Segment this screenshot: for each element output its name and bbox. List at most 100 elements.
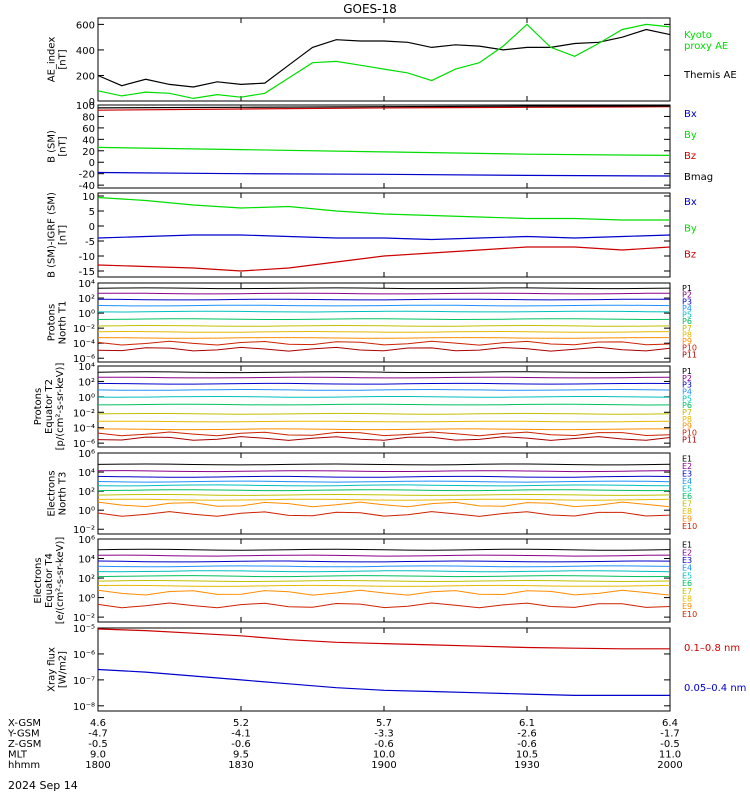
legend-label: E8 — [682, 595, 692, 604]
y-axis-label: North T1 — [58, 301, 69, 345]
channel-line — [97, 304, 671, 307]
y-axis-label: Protons — [47, 304, 58, 341]
electrons-equator-panel: 10⁻² 10⁰ 10² 10⁴ 10⁶ Electrons Equator T4 [e/(c… — [33, 535, 697, 624]
y-tick-label: 10⁴ — [78, 555, 95, 566]
y-axis-label: Xray flux — [47, 647, 58, 692]
channel-line — [97, 493, 671, 496]
y-tick-label: 5 — [89, 207, 95, 218]
footer-value: -4.1 — [231, 729, 251, 740]
legend-label: P9 — [682, 422, 692, 431]
channel-line — [97, 431, 671, 437]
legend-label: P10 — [682, 428, 697, 437]
channel-line — [97, 554, 671, 557]
legend-label: Bmag — [684, 172, 713, 183]
legend-label: P3 — [682, 381, 692, 390]
channel-line — [97, 420, 671, 423]
footer-value: 9.0 — [90, 750, 106, 761]
y-axis-label: [nT] — [58, 49, 69, 69]
legend-label: P1 — [682, 367, 692, 376]
channel-line — [97, 412, 671, 415]
y-tick-label: 10⁻⁶ — [73, 439, 95, 450]
channel-line — [97, 318, 671, 321]
footer-row-label: MLT — [8, 750, 28, 761]
y-tick-label: 10⁴ — [78, 362, 95, 373]
footer-value: -2.6 — [517, 729, 537, 740]
legend-label: P11 — [682, 435, 697, 444]
footer-value: 6.1 — [519, 718, 535, 729]
y-tick-label: -20 — [79, 170, 95, 181]
legend-label: E9 — [682, 602, 692, 611]
legend-label: E4 — [682, 564, 692, 573]
plot-title: GOES-18 — [343, 2, 397, 16]
footer-value: -0.5 — [660, 739, 680, 750]
channel-line — [97, 324, 671, 327]
legend-label: P8 — [682, 330, 692, 339]
y-tick-label: 100 — [76, 101, 95, 112]
legend-label: Bx — [684, 197, 697, 208]
channel-line — [98, 292, 671, 295]
y-axis-label: AE_index — [47, 37, 58, 83]
legend-label: E1 — [682, 455, 692, 464]
y-axis-label: Electrons — [47, 470, 58, 516]
legend-label: E2 — [682, 462, 692, 471]
footer-value: 2000 — [657, 760, 682, 771]
channel-line — [97, 589, 671, 596]
y-tick-label: 10² — [78, 377, 95, 388]
y-tick-label: 10⁶ — [78, 535, 95, 546]
legend-label: P6 — [682, 401, 692, 410]
y-axis-label: [e/(cm²-s-sr-keV)] — [55, 537, 66, 625]
legend-label: E7 — [682, 500, 692, 509]
y-tick-label: 10⁻⁶ — [73, 354, 95, 365]
channel-line — [97, 570, 671, 573]
ae-panel: 0 200 400 600 AE_index [nT] Themis AE Kyotoprox… — [47, 17, 737, 108]
legend-label: E3 — [682, 470, 692, 479]
legend-label: E5 — [682, 571, 692, 580]
series-line — [97, 246, 671, 272]
series-line — [97, 106, 671, 111]
legend-label: P5 — [682, 394, 692, 403]
y-tick-label: 10⁰ — [78, 309, 95, 320]
series-line — [97, 234, 671, 241]
y-axis-label: [nT] — [58, 225, 69, 245]
footer-value: 6.4 — [662, 718, 678, 729]
footer-value: 5.2 — [233, 718, 249, 729]
y-axis-label: [p/(cm²-s-sr-keV)] — [55, 363, 66, 451]
legend-label: E6 — [682, 492, 692, 501]
y-tick-label: 10⁻² — [73, 525, 95, 536]
legend-label: P4 — [682, 304, 692, 313]
y-tick-label: 10 — [82, 192, 95, 203]
channel-line — [97, 602, 671, 609]
channel-line — [97, 548, 671, 551]
y-tick-label: 10⁻² — [73, 324, 95, 335]
footer-value: -1.7 — [660, 729, 680, 740]
legend-label: P2 — [682, 291, 692, 300]
y-tick-label: -5 — [85, 237, 95, 248]
legend-label: Bz — [684, 151, 696, 162]
legend-label: E4 — [682, 477, 692, 486]
y-axis-label: B (SM) — [47, 130, 58, 163]
channel-line — [97, 579, 671, 583]
channel-line — [97, 340, 671, 346]
y-tick-label: 10⁻² — [73, 408, 95, 419]
legend-label: P6 — [682, 317, 692, 326]
channel-line — [97, 346, 671, 352]
y-axis-label: North T3 — [58, 472, 69, 516]
series-line — [97, 23, 671, 100]
y-axis-label: Electrons — [33, 557, 44, 603]
channel-line — [97, 330, 671, 333]
y-tick-label: 0 — [89, 222, 95, 233]
panel-frame — [97, 627, 671, 712]
footer-value: -0.6 — [374, 739, 394, 750]
legend-label: By — [684, 223, 697, 234]
legend-label: E1 — [682, 541, 692, 550]
y-tick-label: 10⁻⁸ — [73, 702, 95, 713]
channel-line — [97, 298, 671, 301]
footer-row-label: Z-GSM — [8, 739, 41, 750]
legend-label: E10 — [682, 610, 697, 619]
channel-line — [97, 584, 671, 587]
channel-line — [97, 371, 671, 374]
series-line — [97, 146, 671, 156]
footer-value: 1830 — [228, 760, 253, 771]
